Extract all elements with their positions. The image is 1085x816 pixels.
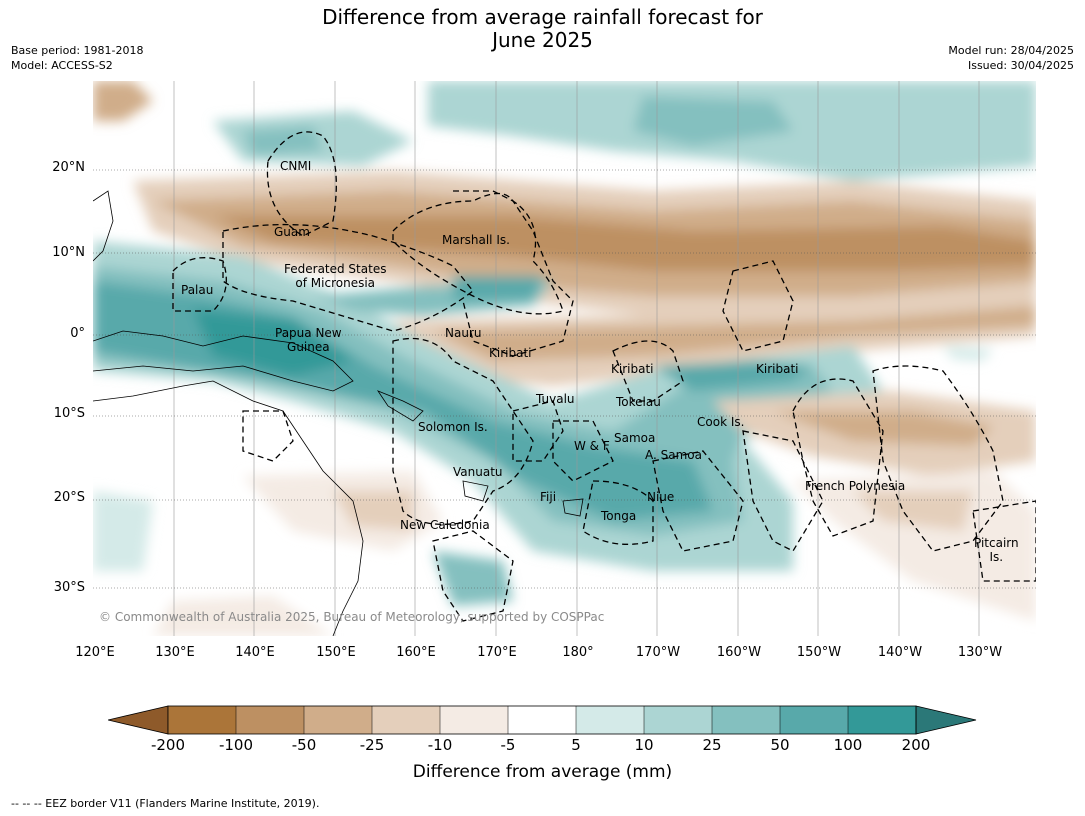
lon-tick-140w: 140°W xyxy=(877,645,923,660)
colorbar-bin-3 xyxy=(304,706,372,734)
label-guam: Guam xyxy=(274,225,310,239)
lon-tick-140e: 140°E xyxy=(235,645,275,660)
colorbar-bin-10 xyxy=(780,706,848,734)
label-fiji: Fiji xyxy=(540,490,557,504)
meta-right: Model run: 28/04/2025 Issued: 30/04/2025 xyxy=(948,43,1074,73)
label-vanuatu: Vanuatu xyxy=(453,465,503,479)
lon-tick-170e: 170°E xyxy=(477,645,517,660)
label-tonga: Tonga xyxy=(601,509,637,523)
colorbar-label: -200 xyxy=(150,736,186,754)
colorbar-bin-5 xyxy=(440,706,508,734)
colorbar-bin-9 xyxy=(712,706,780,734)
label-wallis-futuna: W & F xyxy=(574,439,610,453)
colorbar-bin-6 xyxy=(508,706,576,734)
label-png: Papua New Guinea xyxy=(275,326,342,354)
colorbar xyxy=(107,705,978,739)
map-canvas xyxy=(93,81,1036,636)
lon-tick-170w: 170°W xyxy=(635,645,681,660)
anomaly-field xyxy=(93,81,1036,636)
coastlines xyxy=(93,190,584,636)
colorbar-extend-high xyxy=(915,705,977,735)
label-marshall-islands: Marshall Is. xyxy=(442,233,510,247)
colorbar-bin-2 xyxy=(236,706,304,734)
label-niue: Niue xyxy=(647,490,675,504)
colorbar-bin-4 xyxy=(372,706,440,734)
label-palau: Palau xyxy=(181,283,214,297)
title-line-2: June 2025 xyxy=(492,28,593,52)
eez-footnote: -- -- -- EEZ border V11 (Flanders Marine… xyxy=(11,797,320,810)
colorbar-extend-low xyxy=(107,705,169,735)
copyright-text: © Commonwealth of Australia 2025, Bureau… xyxy=(99,610,605,624)
lat-tick-20n: 20°N xyxy=(52,160,85,175)
lon-tick-120e: 120°E xyxy=(75,645,115,660)
colorbar-label: 10 xyxy=(634,736,654,754)
model-text: Model: ACCESS-S2 xyxy=(11,59,113,72)
colorbar-label: 50 xyxy=(770,736,790,754)
lat-tick-10s: 10°S xyxy=(53,406,85,421)
label-cnmi: CNMI xyxy=(280,159,312,173)
lon-tick-130w: 130°W xyxy=(957,645,1003,660)
map-title: Difference from average rainfall forecas… xyxy=(0,6,1085,52)
colorbar-bin-11 xyxy=(848,706,916,734)
label-cook-islands: Cook Is. xyxy=(697,415,745,429)
colorbar-svg xyxy=(107,705,977,735)
eez-borders xyxy=(172,131,1036,622)
colorbar-bin-7 xyxy=(576,706,644,734)
longitude-gridlines xyxy=(173,81,980,636)
label-fsm-line2: of Micronesia xyxy=(295,276,376,290)
label-new-caledonia: New Caledonia xyxy=(400,518,490,532)
label-nauru: Nauru xyxy=(445,326,482,340)
title-line-1: Difference from average rainfall forecas… xyxy=(322,5,763,29)
issued-text: Issued: 30/04/2025 xyxy=(967,59,1074,72)
label-pitcairn-line2: Is. xyxy=(989,550,1004,564)
label-png-line1: Papua New xyxy=(275,326,342,340)
label-french-polynesia: French Polynesia xyxy=(805,479,906,493)
lat-tick-0: 0° xyxy=(70,326,85,341)
colorbar-label: 5 xyxy=(571,736,581,754)
lat-tick-20s: 20°S xyxy=(53,490,85,505)
colorbar-dividers xyxy=(235,706,849,734)
lon-tick-160e: 160°E xyxy=(396,645,436,660)
label-solomon-islands: Solomon Is. xyxy=(418,420,488,434)
lon-tick-150e: 150°E xyxy=(316,645,356,660)
colorbar-label: 25 xyxy=(702,736,722,754)
lon-tick-160w: 160°W xyxy=(716,645,762,660)
lon-tick-150w: 150°W xyxy=(796,645,842,660)
rainfall-map xyxy=(93,81,1036,636)
label-pitcairn: Pitcairn Is. xyxy=(974,536,1019,564)
colorbar-label: -25 xyxy=(359,736,385,754)
colorbar-label: 100 xyxy=(833,736,863,754)
colorbar-title: Difference from average (mm) xyxy=(412,762,673,782)
label-pitcairn-line1: Pitcairn xyxy=(974,536,1019,550)
colorbar-bin-8 xyxy=(644,706,712,734)
label-fsm: Federated States of Micronesia xyxy=(284,262,386,290)
label-png-line2: Guinea xyxy=(287,340,330,354)
label-kiribati-west: Kiribati xyxy=(489,346,532,360)
meta-left: Base period: 1981-2018 Model: ACCESS-S2 xyxy=(11,43,143,73)
colorbar-label: -5 xyxy=(500,736,516,754)
label-samoa: Samoa xyxy=(614,431,656,445)
colorbar-label: 200 xyxy=(901,736,931,754)
label-tokelau: Tokelau xyxy=(616,395,661,409)
lat-tick-10n: 10°N xyxy=(52,245,85,260)
label-kiribati-central: Kiribati xyxy=(611,362,654,376)
label-kiribati-east: Kiribati xyxy=(756,362,799,376)
lat-tick-30s: 30°S xyxy=(53,580,85,595)
base-period-text: Base period: 1981-2018 xyxy=(11,44,144,57)
lon-tick-130e: 130°E xyxy=(155,645,195,660)
label-tuvalu: Tuvalu xyxy=(536,392,575,406)
model-run-text: Model run: 28/04/2025 xyxy=(948,44,1074,57)
colorbar-outline xyxy=(167,705,917,735)
colorbar-label: -100 xyxy=(218,736,254,754)
label-american-samoa: A. Samoa xyxy=(645,448,702,462)
label-fsm-line1: Federated States xyxy=(284,262,387,276)
lon-tick-180: 180° xyxy=(562,645,594,660)
colorbar-label: -10 xyxy=(427,736,453,754)
colorbar-bin-1 xyxy=(168,706,236,734)
colorbar-label: -50 xyxy=(291,736,317,754)
